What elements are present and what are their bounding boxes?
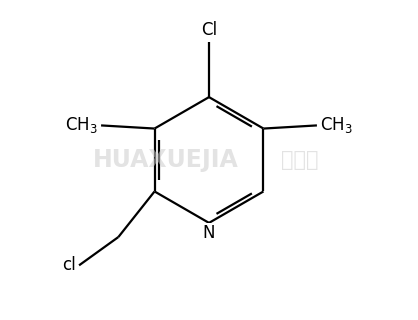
- Text: cl: cl: [62, 256, 76, 274]
- Text: HUAXUEJIA: HUAXUEJIA: [93, 148, 238, 172]
- Text: N: N: [203, 224, 215, 243]
- Text: Cl: Cl: [201, 21, 217, 39]
- Text: CH$_3$: CH$_3$: [65, 116, 98, 135]
- Text: CH$_3$: CH$_3$: [320, 116, 353, 135]
- Text: 化学加: 化学加: [281, 150, 319, 170]
